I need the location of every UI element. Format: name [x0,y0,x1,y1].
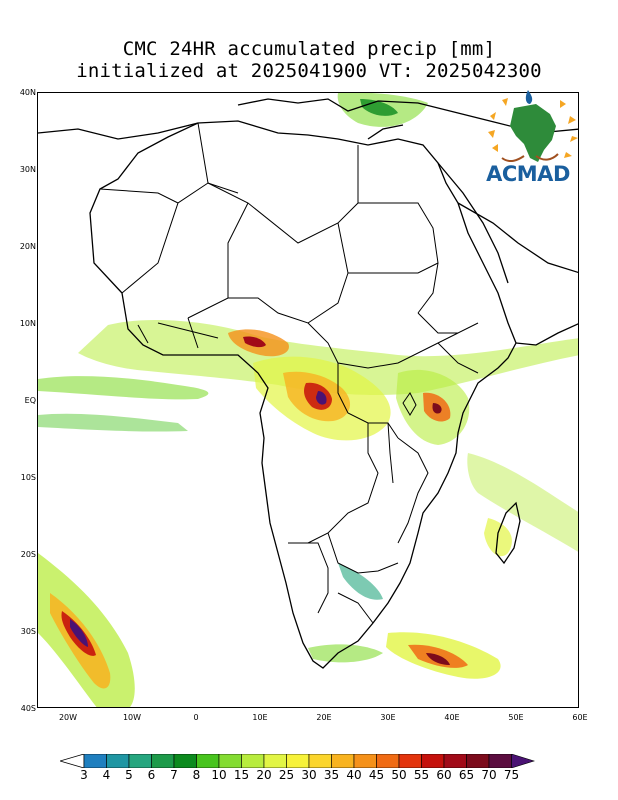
precip-map [37,92,579,708]
lon-label-40e: 40E [444,713,460,722]
acmad-logo-icon [488,90,578,163]
colorbar-label: 5 [125,768,133,782]
colorbar-segment [421,754,445,768]
lat-label-20s: 20S [20,550,36,559]
map-title-line2: initialized at 2025041900 VT: 2025042300 [76,60,542,82]
lon-label-50e: 50E [508,713,524,722]
lat-label-10s: 10S [20,473,36,482]
lon-label-20e: 20E [316,713,332,722]
lat-label-40n: 40N [19,88,36,97]
lon-label-0: 0 [193,713,199,722]
colorbar-segment [241,754,265,768]
lat-label-10n: 10N [19,319,36,328]
lon-label-10w: 10W [122,713,142,722]
colorbar-segment [218,754,242,768]
lon-label-20w: 20W [58,713,78,722]
lon-label-60e: 60E [572,713,588,722]
country-borders [99,122,479,624]
colorbar-label: 35 [323,768,340,782]
colorbar-label: 50 [391,768,407,782]
colorbar-label: 65 [458,768,475,782]
colorbar-segment [263,754,287,768]
colorbar-segment [511,754,536,768]
colorbar-segment [286,754,310,768]
colorbar-label: 60 [436,768,452,782]
colorbar-label: 15 [233,768,250,782]
colorbar-label: 40 [346,768,362,782]
lat-label-20n: 20N [19,242,36,251]
colorbar-segment [331,754,355,768]
colorbar-label: 75 [503,768,520,782]
colorbar-label: 70 [481,768,497,782]
lon-label-10e: 10E [252,713,268,722]
colorbar-label: 7 [170,768,178,782]
acmad-logo-text: ACMAD [486,162,570,186]
colorbar-segment [173,754,197,768]
lat-label-40s: 40S [20,704,36,713]
colorbar-segment [83,754,107,768]
colorbar-segment [398,754,422,768]
lon-label-30e: 30E [380,713,396,722]
colorbar-segment [466,754,490,768]
colorbar-segment [376,754,400,768]
colorbar-segment [488,754,512,768]
colorbar-label: 30 [301,768,317,782]
map-title-line1: CMC 24HR accumulated precip [mm] [122,38,496,60]
colorbar-segment [196,754,220,768]
precip-fields [38,93,578,707]
precip-colorbar [60,754,536,768]
colorbar-label: 8 [192,768,201,782]
colorbar-label: 6 [147,768,156,782]
colorbar-below-arrow [60,754,85,768]
colorbar-label: 25 [278,768,295,782]
colorbar-label: 3 [80,768,88,782]
lat-label-30s: 30S [20,627,36,636]
colorbar-label: 4 [102,768,111,782]
colorbar-segment [151,754,175,768]
colorbar-label: 20 [256,768,272,782]
colorbar-segment [443,754,467,768]
colorbar-label: 55 [413,768,430,782]
colorbar-label: 10 [211,768,227,782]
lat-label-eq: EQ [24,396,36,405]
colorbar-segment [128,754,152,768]
colorbar-label: 45 [368,768,385,782]
colorbar-segment [308,754,332,768]
map-canvas [38,93,578,707]
lat-label-30n: 30N [19,165,36,174]
colorbar-segment [106,754,130,768]
colorbar-segment [353,754,377,768]
